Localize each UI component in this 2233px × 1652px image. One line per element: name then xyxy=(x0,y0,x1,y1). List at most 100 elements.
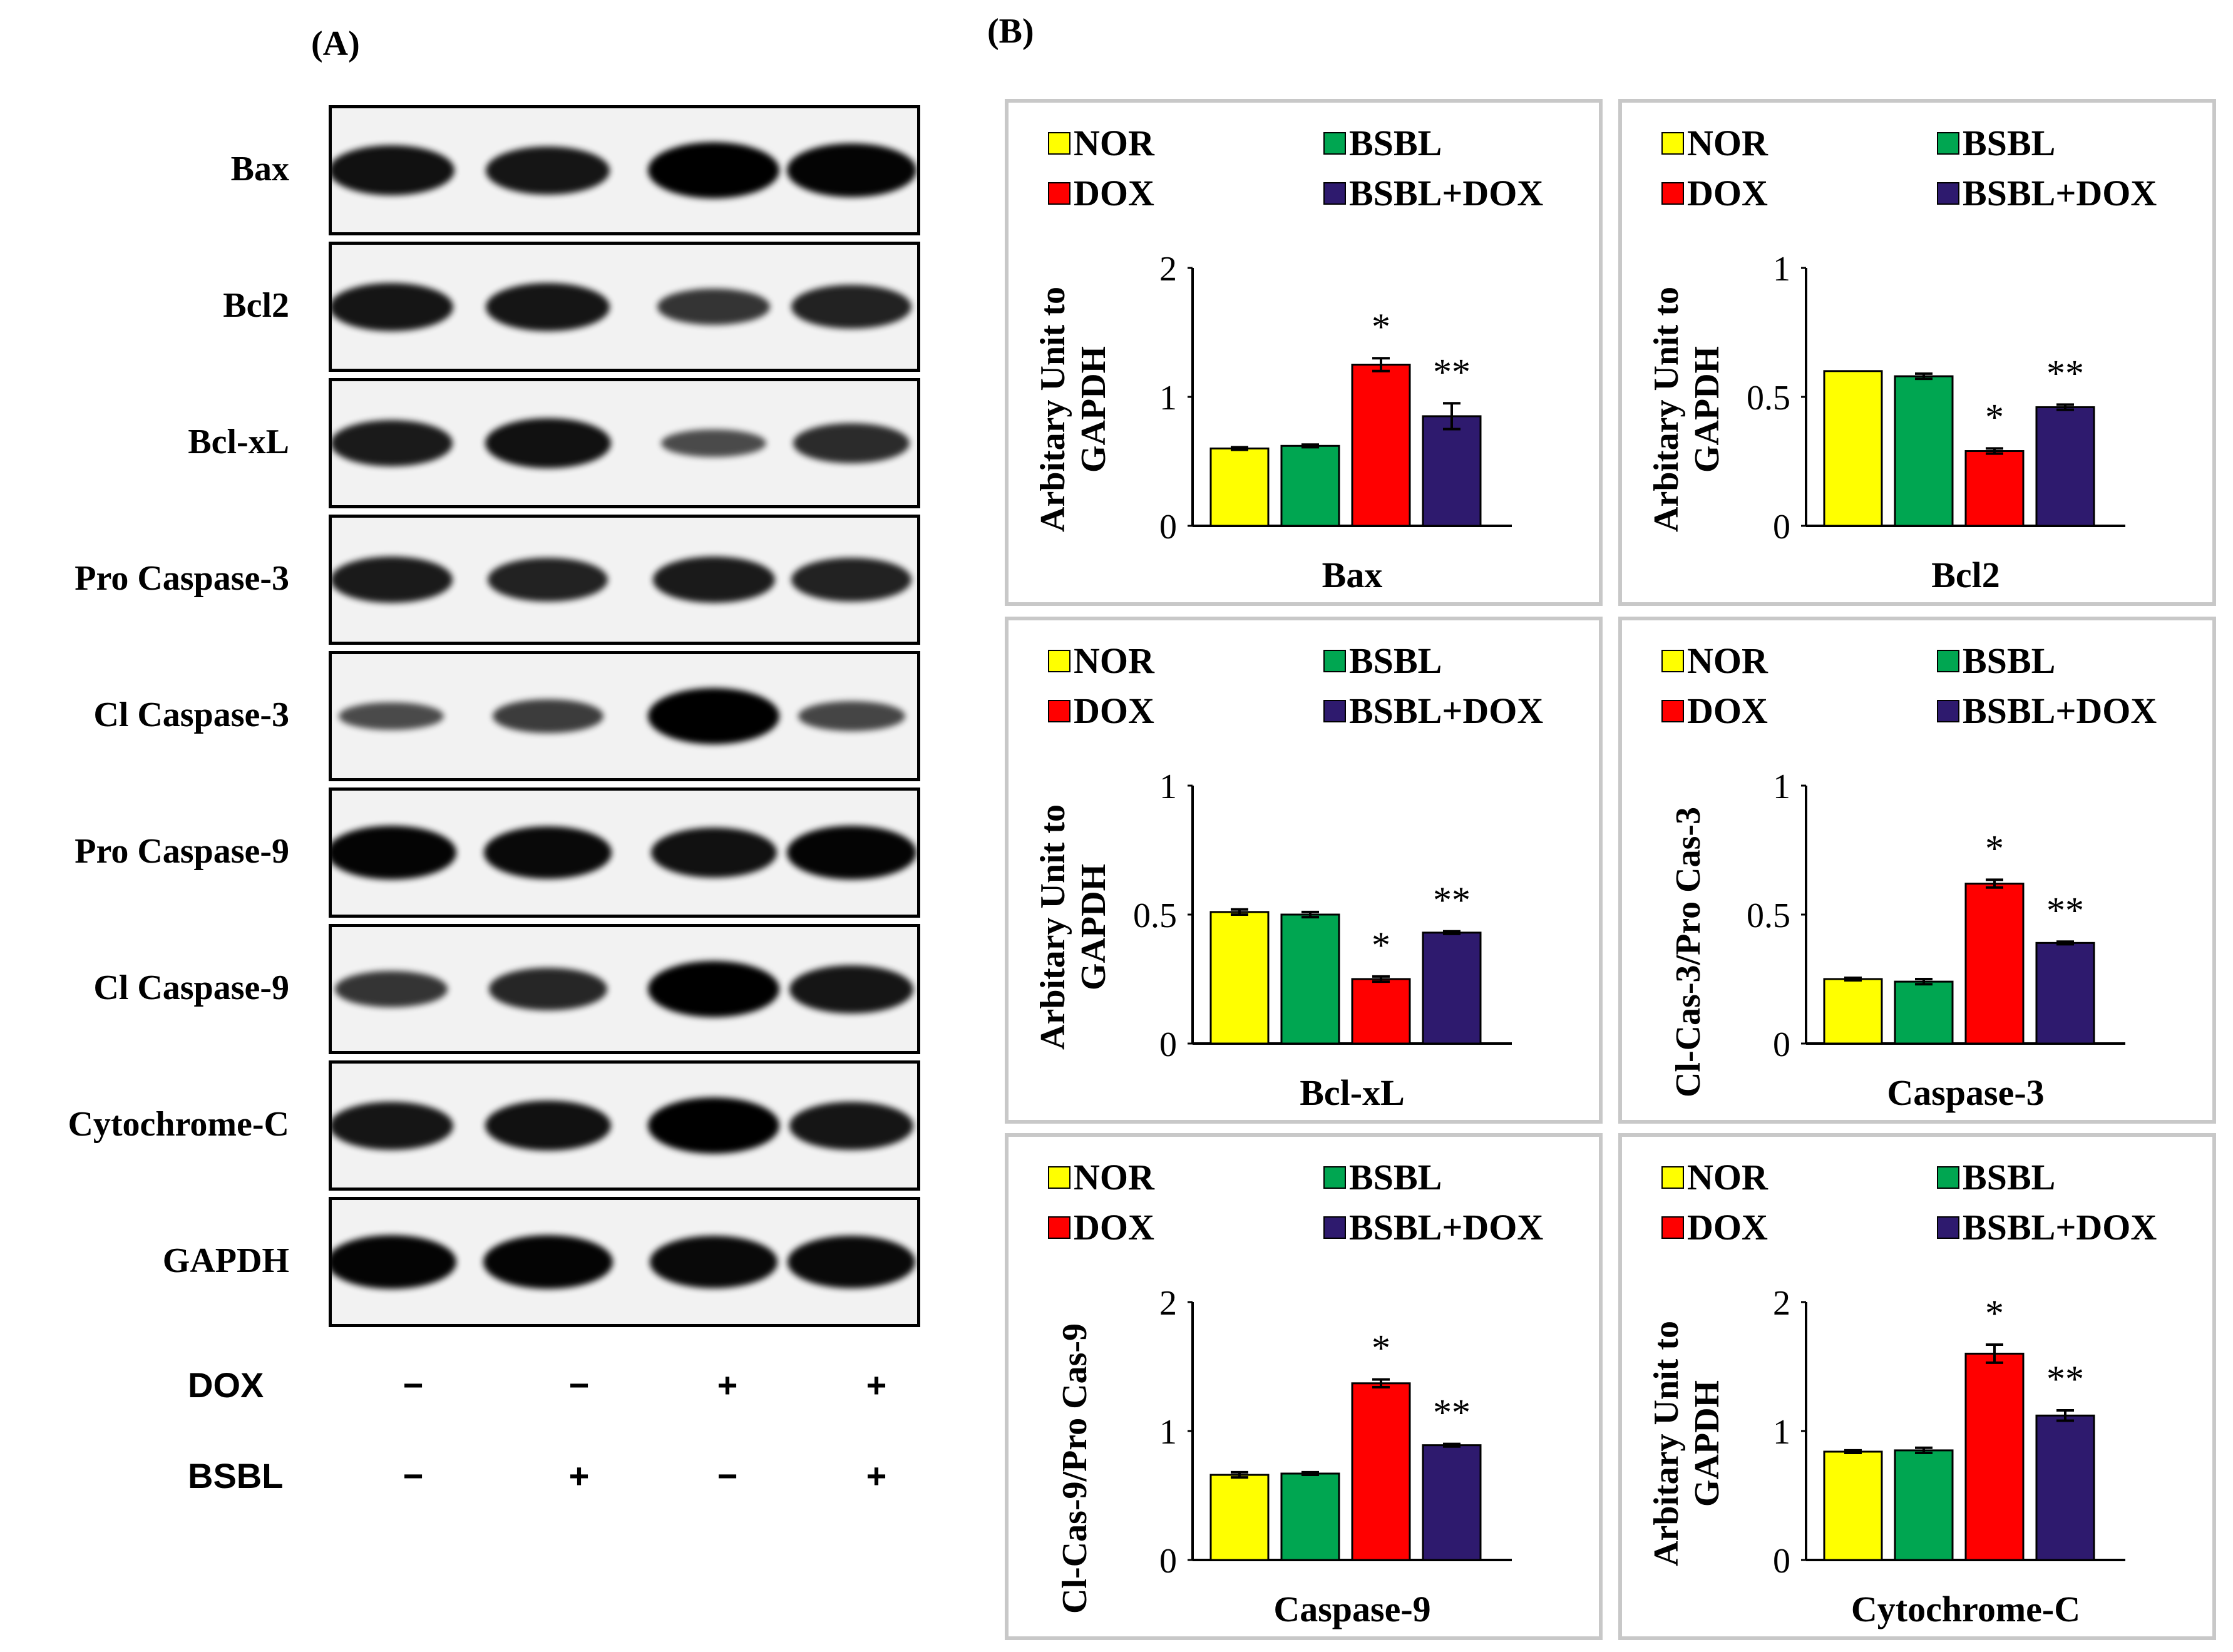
legend-swatch xyxy=(1661,1216,1684,1239)
significance-mark: * xyxy=(1985,396,2004,438)
legend-swatch xyxy=(1048,1216,1070,1239)
blot-band xyxy=(650,827,777,878)
blot-band xyxy=(332,420,453,466)
bar xyxy=(1280,1472,1340,1561)
chart-panel: NOR BSBL DOX BSBL+DOX 0 1 2 Arbitary Unit to GAP… xyxy=(1618,1133,2216,1640)
x-axis-label: Bcl2 xyxy=(1931,555,2000,595)
legend-label: DOX xyxy=(1074,1207,1154,1248)
blot-label: Cytochrome-C xyxy=(68,1105,289,1144)
legend-label: BSBL xyxy=(1963,123,2055,163)
blot-band xyxy=(652,557,775,603)
y-tick-label: 0 xyxy=(1159,1542,1177,1581)
y-tick-label: 0 xyxy=(1773,1025,1790,1064)
x-axis-label: Bcl-xL xyxy=(1300,1072,1405,1113)
legend-swatch xyxy=(1048,650,1070,672)
blot-band xyxy=(788,1236,915,1288)
blot-image xyxy=(329,242,920,372)
y-tick-label: 1 xyxy=(1159,379,1177,418)
legend-label: BSBL xyxy=(1349,640,1442,681)
legend-label: BSBL xyxy=(1963,640,2055,681)
significance-mark: ** xyxy=(1433,1392,1471,1434)
x-axis-label: Cytochrome-C xyxy=(1851,1589,2080,1629)
y-tick-label: 2 xyxy=(1159,250,1177,289)
blot-label: GAPDH xyxy=(162,1241,289,1280)
y-axis-label: GAPDH xyxy=(1688,346,1727,473)
legend-label: DOX xyxy=(1074,690,1154,731)
blot-band xyxy=(484,826,612,879)
significance-mark: ** xyxy=(2046,890,2084,931)
y-axis-label: Arbitary Unit to xyxy=(1647,287,1686,532)
blot-band xyxy=(492,699,603,734)
y-tick-label: 2 xyxy=(1159,1284,1177,1323)
blot-band xyxy=(661,429,766,458)
blot-label: Pro Caspase-3 xyxy=(74,559,289,598)
treatment-symbol: + xyxy=(866,1365,887,1405)
legend-label: NOR xyxy=(1687,640,1768,681)
y-tick-label: 1 xyxy=(1773,1413,1790,1452)
legend-swatch xyxy=(1937,700,1959,722)
legend-label: BSBL+DOX xyxy=(1349,173,1543,213)
x-axis-label: Caspase-9 xyxy=(1273,1589,1430,1629)
treatment-symbol: − xyxy=(717,1456,738,1496)
bar xyxy=(1823,1450,1883,1561)
bar xyxy=(2035,1414,2095,1561)
y-tick-label: 2 xyxy=(1773,1284,1790,1323)
legend-swatch xyxy=(1661,1166,1684,1189)
panel-b-label: (B) xyxy=(987,12,1034,51)
y-axis-label: Cl-Cas-3/Pro Cas-3 xyxy=(1669,807,1708,1097)
bar xyxy=(1422,1444,1482,1561)
blot-band xyxy=(789,965,913,1013)
blot-band xyxy=(648,688,779,744)
x-axis-label: Bax xyxy=(1322,555,1383,595)
x-axis-label: Caspase-3 xyxy=(1887,1072,2044,1113)
significance-mark: ** xyxy=(2046,352,2084,394)
y-tick-label: 1 xyxy=(1773,250,1790,289)
legend-label: BSBL xyxy=(1963,1157,2055,1198)
blot-image xyxy=(329,378,920,508)
treatment-label: DOX xyxy=(188,1365,264,1405)
treatment-symbol: − xyxy=(403,1365,424,1405)
legend-swatch xyxy=(1048,182,1070,205)
y-tick-label: 1 xyxy=(1159,767,1177,806)
blot-band xyxy=(791,557,911,602)
bar xyxy=(1964,1352,2025,1561)
significance-mark: * xyxy=(1372,925,1390,966)
y-axis-label: GAPDH xyxy=(1688,1380,1727,1507)
legend-swatch xyxy=(1323,650,1346,672)
significance-mark: * xyxy=(1372,1328,1390,1369)
legend-swatch xyxy=(1661,650,1684,672)
legend-swatch xyxy=(1048,132,1070,155)
y-axis-label: Cl-Cas-9/Pro Cas-9 xyxy=(1055,1323,1094,1614)
treatment-label: BSBL xyxy=(188,1456,284,1496)
blot-band xyxy=(339,702,444,731)
bar xyxy=(1351,364,1411,527)
legend-label: DOX xyxy=(1687,173,1768,213)
significance-mark: * xyxy=(1372,306,1390,347)
legend-swatch xyxy=(1937,182,1959,205)
blot-band xyxy=(485,1100,611,1151)
treatment-symbol: + xyxy=(568,1456,590,1496)
blot-band xyxy=(650,1236,778,1288)
significance-mark: * xyxy=(1985,1293,2004,1334)
chart-panel: NOR BSBL DOX BSBL+DOX 0 0.5 1 Arbitary Unit to G… xyxy=(1618,99,2216,606)
y-tick-label: 0.5 xyxy=(1747,379,1790,418)
blot-label: Bcl2 xyxy=(223,286,289,325)
y-tick-label: 0 xyxy=(1159,508,1177,546)
legend-swatch xyxy=(1323,1166,1346,1189)
y-axis-label: GAPDH xyxy=(1074,346,1113,473)
bar xyxy=(1894,980,1954,1045)
y-tick-label: 0.5 xyxy=(1747,896,1790,935)
legend-label: NOR xyxy=(1074,123,1155,163)
chart-panel: NOR BSBL DOX BSBL+DOX 0 0.5 1 Cl-Cas-3/Pro Cas-… xyxy=(1618,617,2216,1124)
bar xyxy=(1422,931,1482,1045)
significance-mark: * xyxy=(1985,828,2004,869)
bar xyxy=(2035,941,2095,1045)
bar xyxy=(1964,450,2025,527)
blot-band xyxy=(657,289,770,325)
legend-swatch xyxy=(1661,182,1684,205)
blot-band xyxy=(488,968,607,1010)
bar xyxy=(1209,1474,1270,1561)
legend-swatch xyxy=(1323,132,1346,155)
legend-label: BSBL+DOX xyxy=(1963,1207,2157,1248)
blot-band xyxy=(486,146,610,195)
